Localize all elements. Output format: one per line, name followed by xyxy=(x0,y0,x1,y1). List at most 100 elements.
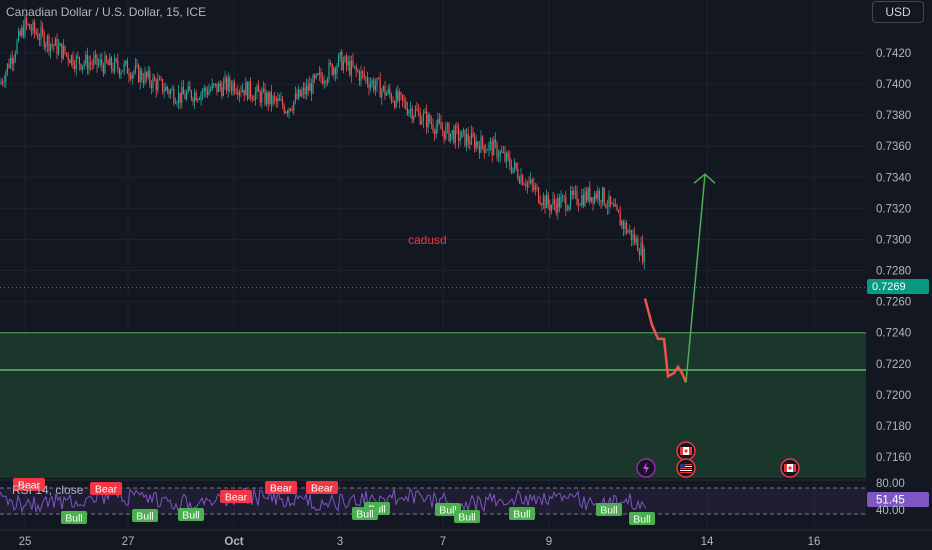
candle-body xyxy=(419,111,421,125)
rsi-label[interactable]: RSI 14, close xyxy=(12,483,84,497)
candle-body xyxy=(562,196,564,198)
bull-signal-label: Bull xyxy=(352,507,378,521)
price-tick-label: 0.7380 xyxy=(876,110,911,122)
candle-body xyxy=(466,133,468,146)
candle-body xyxy=(130,76,132,79)
price-axis[interactable]: 0.7420 0.7400 0.7380 0.7360 0.7340 0.7320 0.73… xyxy=(866,0,932,530)
candle-body xyxy=(565,197,567,211)
candle-body xyxy=(237,92,239,96)
candle-body xyxy=(365,77,367,79)
chart-annotation[interactable]: cadusd xyxy=(408,233,447,247)
currency-button[interactable]: USD xyxy=(872,1,924,23)
candle-body xyxy=(213,83,215,85)
candle-body xyxy=(374,85,376,91)
candle-body xyxy=(200,93,202,100)
candle-body xyxy=(51,44,53,45)
candle-body xyxy=(158,78,160,80)
candle-body xyxy=(597,190,599,199)
candle-body xyxy=(480,136,482,153)
candle-body xyxy=(566,209,568,211)
candle-body xyxy=(594,193,596,204)
candle-body xyxy=(0,81,2,85)
candle-body xyxy=(418,110,420,112)
candle-body xyxy=(104,55,106,74)
candle-body xyxy=(66,53,68,55)
candle-body xyxy=(589,187,591,202)
candle-body xyxy=(531,179,533,185)
candle-body xyxy=(226,77,228,91)
bull-signal-label: Bull xyxy=(61,511,87,525)
candle-body xyxy=(307,85,309,91)
time-axis-bg xyxy=(0,530,932,550)
candle-body xyxy=(157,79,159,91)
candle-body xyxy=(45,44,47,48)
candle-body xyxy=(235,91,237,93)
candle-body xyxy=(6,63,8,73)
candle-body xyxy=(549,204,551,211)
candle-body xyxy=(251,96,253,100)
candle-body xyxy=(467,133,469,143)
support-zone xyxy=(0,332,866,478)
candle-body xyxy=(46,36,48,45)
candle-body xyxy=(394,101,396,108)
candle-body xyxy=(510,166,512,173)
projection-arrow[interactable] xyxy=(685,173,716,383)
candle-body xyxy=(534,187,536,190)
candle-body xyxy=(234,82,236,92)
candle-body xyxy=(56,38,58,54)
candle-body xyxy=(558,197,560,208)
candle-body xyxy=(269,91,271,104)
candle-body xyxy=(122,70,124,73)
candle-body xyxy=(208,90,210,95)
candle-body xyxy=(48,36,50,52)
time-tick-label: 3 xyxy=(337,536,343,548)
candle-body xyxy=(253,99,255,101)
rsi-line xyxy=(0,487,647,514)
candle-body xyxy=(30,29,32,32)
lightning-event-icon[interactable] xyxy=(636,458,656,478)
canada-flag-event-icon[interactable] xyxy=(780,458,800,478)
candle-body xyxy=(106,55,108,63)
candle-body xyxy=(96,54,98,66)
candlestick-series xyxy=(0,14,645,270)
candle-body xyxy=(38,38,40,40)
time-tick-label: 16 xyxy=(808,536,821,548)
candle-body xyxy=(533,184,535,190)
candle-body xyxy=(195,92,197,101)
candle-body xyxy=(203,87,205,93)
candle-body xyxy=(606,207,608,208)
candle-body xyxy=(414,109,416,116)
candle-body xyxy=(493,139,495,156)
time-axis[interactable]: 25 27 Oct 3 7 9 14 16 xyxy=(0,529,932,550)
candle-body xyxy=(547,194,549,205)
us-flag-event-icon[interactable] xyxy=(676,458,696,478)
canada-flag-event-icon[interactable] xyxy=(676,441,696,461)
candle-body xyxy=(389,88,391,95)
candle-body xyxy=(315,73,317,78)
candle-body xyxy=(309,83,311,91)
candle-body xyxy=(494,139,496,143)
candle-body xyxy=(314,75,316,78)
candle-body xyxy=(72,55,74,66)
candle-body xyxy=(61,43,63,59)
candle-body xyxy=(149,70,151,84)
candle-body xyxy=(344,56,346,62)
candle-body xyxy=(262,88,264,92)
recent-decline-line xyxy=(643,298,688,383)
candle-body xyxy=(274,96,276,99)
candle-body xyxy=(496,142,498,158)
candle-body xyxy=(218,83,220,93)
candle-body xyxy=(458,128,460,141)
candle-body xyxy=(94,54,96,59)
candle-body xyxy=(550,204,552,211)
candle-body xyxy=(259,91,261,103)
candle-body xyxy=(242,89,244,93)
time-tick-label: 9 xyxy=(546,536,552,548)
candle-body xyxy=(22,27,24,37)
economic-events[interactable] xyxy=(636,441,800,478)
candle-body xyxy=(454,126,456,143)
candle-body xyxy=(189,86,191,91)
candle-body xyxy=(563,196,565,198)
